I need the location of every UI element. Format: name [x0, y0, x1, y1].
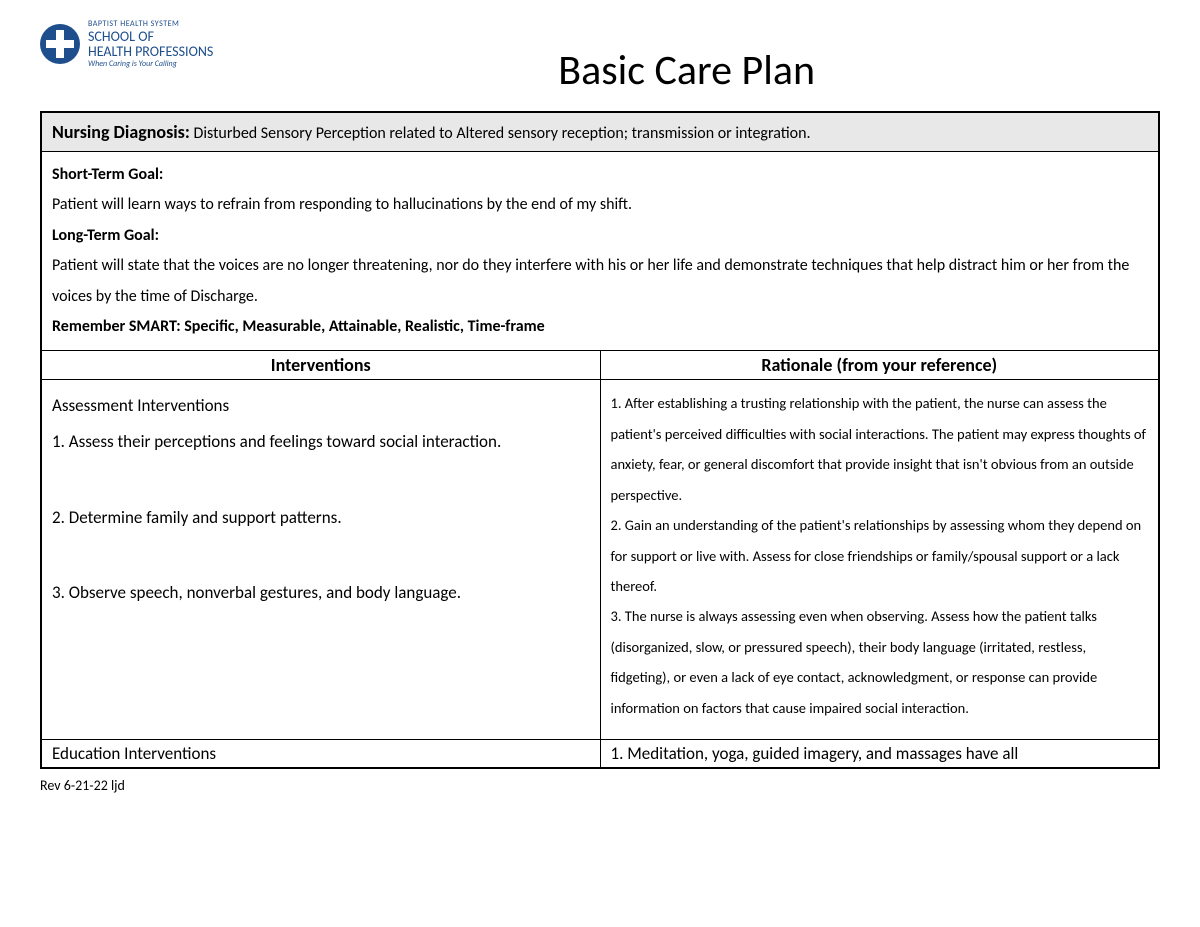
- assessment-item-3: 3. Observe speech, nonverbal gestures, a…: [52, 575, 590, 611]
- education-row: Education Interventions 1. Meditation, y…: [41, 740, 1159, 769]
- interventions-header: Interventions: [41, 351, 600, 380]
- logo-block: BAPTIST HEALTH SYSTEM SCHOOL OF HEALTH P…: [40, 20, 213, 68]
- education-title: Education Interventions: [41, 740, 600, 769]
- assessment-item-1: 1. Assess their perceptions and feelings…: [52, 424, 590, 460]
- page-title: Basic Care Plan: [213, 45, 1160, 96]
- diagnosis-text: Disturbed Sensory Perception related to …: [193, 124, 810, 143]
- care-plan-table: Nursing Diagnosis: Disturbed Sensory Per…: [40, 111, 1160, 769]
- rationale-header: Rationale (from your reference): [600, 351, 1159, 380]
- smart-reminder: Remember SMART: Specific, Measurable, At…: [52, 312, 1148, 342]
- assessment-item-2: 2. Determine family and support patterns…: [52, 500, 590, 536]
- rationale-3: 3. The nurse is always assessing even wh…: [611, 601, 1149, 723]
- logo-icon: [40, 24, 80, 64]
- rationale-1: 1. After establishing a trusting relatio…: [611, 388, 1149, 510]
- logo-text: BAPTIST HEALTH SYSTEM SCHOOL OF HEALTH P…: [88, 20, 213, 68]
- long-goal-label: Long-Term Goal:: [52, 226, 159, 245]
- revision-footer: Rev 6-21-22 ljd: [40, 777, 1160, 794]
- short-goal-text: Patient will learn ways to refrain from …: [52, 190, 1148, 220]
- long-goal-text: Patient will state that the voices are n…: [52, 251, 1148, 312]
- diagnosis-label: Nursing Diagnosis:: [52, 121, 190, 143]
- rationale-2: 2. Gain an understanding of the patient'…: [611, 510, 1149, 601]
- education-rationale: 1. Meditation, yoga, guided imagery, and…: [600, 740, 1159, 769]
- short-goal-label: Short-Term Goal:: [52, 165, 163, 184]
- column-headers-row: Interventions Rationale (from your refer…: [41, 351, 1159, 380]
- goals-row: Short-Term Goal: Patient will learn ways…: [41, 152, 1159, 351]
- logo-school-line2: HEALTH PROFESSIONS: [88, 44, 213, 59]
- assessment-title: Assessment Interventions: [52, 388, 590, 424]
- header: BAPTIST HEALTH SYSTEM SCHOOL OF HEALTH P…: [40, 20, 1160, 96]
- logo-school-line1: SCHOOL OF: [88, 29, 213, 44]
- logo-tagline: When Caring is Your Calling: [88, 60, 213, 69]
- assessment-row: Assessment Interventions 1. Assess their…: [41, 380, 1159, 740]
- diagnosis-row: Nursing Diagnosis: Disturbed Sensory Per…: [41, 112, 1159, 152]
